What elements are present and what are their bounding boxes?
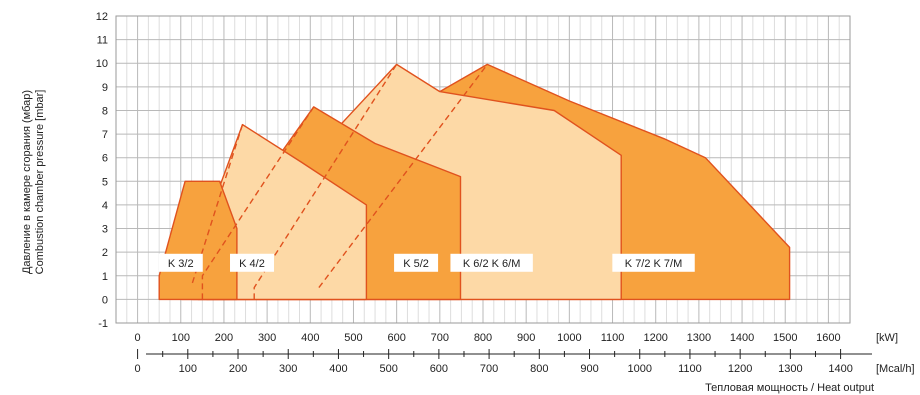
model-label-text: K 3/2 <box>168 258 194 270</box>
y-tick-label: 8 <box>102 105 108 117</box>
mcal-tick-label: 700 <box>480 363 498 375</box>
dashed-boundary-lines <box>191 63 488 300</box>
y-tick-label: -1 <box>98 318 108 330</box>
mcal-tick-label: 0 <box>135 363 141 375</box>
kw-tick-label: 100 <box>172 332 190 344</box>
model-label-box <box>230 253 275 272</box>
plot-frame <box>115 15 851 324</box>
dashed-line-1 <box>201 106 315 300</box>
y-tick-label: 12 <box>96 11 108 23</box>
kw-tick-label: 200 <box>215 332 233 344</box>
kw-tick-label: 500 <box>344 332 362 344</box>
y-tick-label: 0 <box>102 294 108 306</box>
mcal-tick-label: 200 <box>229 363 247 375</box>
working-field-areas <box>158 63 791 301</box>
mcal-tick-label: 500 <box>379 363 397 375</box>
kw-tick-label: 400 <box>301 332 319 344</box>
mcal-tick-label: 1400 <box>828 363 852 375</box>
mcal-tick-label: 300 <box>279 363 297 375</box>
y-axis-label-ru: Давление в камере сгорания (мбар) <box>21 90 33 274</box>
y-tick-label: 3 <box>102 224 108 236</box>
kw-tick-label: 1400 <box>730 332 754 344</box>
mcal-tick-label: 1300 <box>778 363 802 375</box>
kw-axis: 0 100 200 300 400 500 600 700 800 900 1000 1100 1200… <box>135 332 841 344</box>
model-label-0: K 7/2 K 7/M <box>612 253 695 272</box>
mcal-tick-label: 100 <box>179 363 197 375</box>
mcal-tick-label: 900 <box>580 363 598 375</box>
kw-tick-label: 1200 <box>643 332 667 344</box>
model-label-4: K 3/2 <box>158 253 203 272</box>
kw-tick-label: 1500 <box>773 332 797 344</box>
mcal-tick-label: 800 <box>530 363 548 375</box>
kw-tick-label: 700 <box>431 332 449 344</box>
model-label-text: K 7/2 K 7/M <box>625 258 682 270</box>
y-tick-label: 7 <box>102 129 108 141</box>
kw-tick-label: 900 <box>517 332 535 344</box>
kw-unit-label: [kW] <box>876 332 898 344</box>
y-tick-label: 1 <box>102 271 108 283</box>
model-label-text: K 6/2 K 6/M <box>463 258 520 270</box>
model-label-box <box>394 253 439 272</box>
model-label-box <box>450 253 533 272</box>
y-tick-label: 4 <box>102 200 108 212</box>
mcal-tick-label: 600 <box>430 363 448 375</box>
y-axis-label-en: Combustion chamber pressure [mbar] <box>34 90 46 275</box>
model-label-box <box>158 253 203 272</box>
y-tick-label: 9 <box>102 82 108 94</box>
kw-tick-label: 300 <box>258 332 276 344</box>
kw-tick-label: 1600 <box>816 332 840 344</box>
mcal-tick-label: 1200 <box>728 363 752 375</box>
y-tick-label: 2 <box>102 247 108 259</box>
model-label-1: K 6/2 K 6/M <box>450 253 533 272</box>
kw-tick-label: 1000 <box>557 332 581 344</box>
y-tick-label: 6 <box>102 153 108 165</box>
x-axis-label: Тепловая мощность / Heat output <box>705 382 874 394</box>
mcal-tick-label: 400 <box>329 363 347 375</box>
mcal-axis: 0 100 200 300 400 500 600 700 800 900 1000 1100 1200… <box>135 349 872 375</box>
kw-tick-label: 0 <box>135 332 141 344</box>
dashed-line-3 <box>318 63 488 289</box>
dashed-line-2 <box>253 64 398 300</box>
mcal-tick-label: 1000 <box>627 363 651 375</box>
kw-tick-label: 600 <box>387 332 405 344</box>
model-label-text: K 4/2 <box>239 258 265 270</box>
mcal-tick-label: 1100 <box>678 363 702 375</box>
kw-tick-label: 1100 <box>601 332 625 344</box>
model-label-2: K 5/2 <box>394 253 439 272</box>
dashed-line-0 <box>191 124 244 284</box>
model-label-3: K 4/2 <box>230 253 275 272</box>
model-label-box <box>612 253 695 272</box>
y-tick-label: 10 <box>96 58 108 70</box>
y-tick-label: 11 <box>97 35 108 47</box>
mcal-unit-label: [Mcal/h] <box>876 363 915 375</box>
model-label-text: K 5/2 <box>403 258 429 270</box>
kw-tick-label: 1300 <box>687 332 711 344</box>
model-labels: K 7/2 K 7/M K 6/2 K 6/M K 5/2 K 4/2 K 3/2 <box>158 253 695 272</box>
kw-tick-label: 800 <box>474 332 492 344</box>
y-tick-label: 5 <box>102 176 108 188</box>
